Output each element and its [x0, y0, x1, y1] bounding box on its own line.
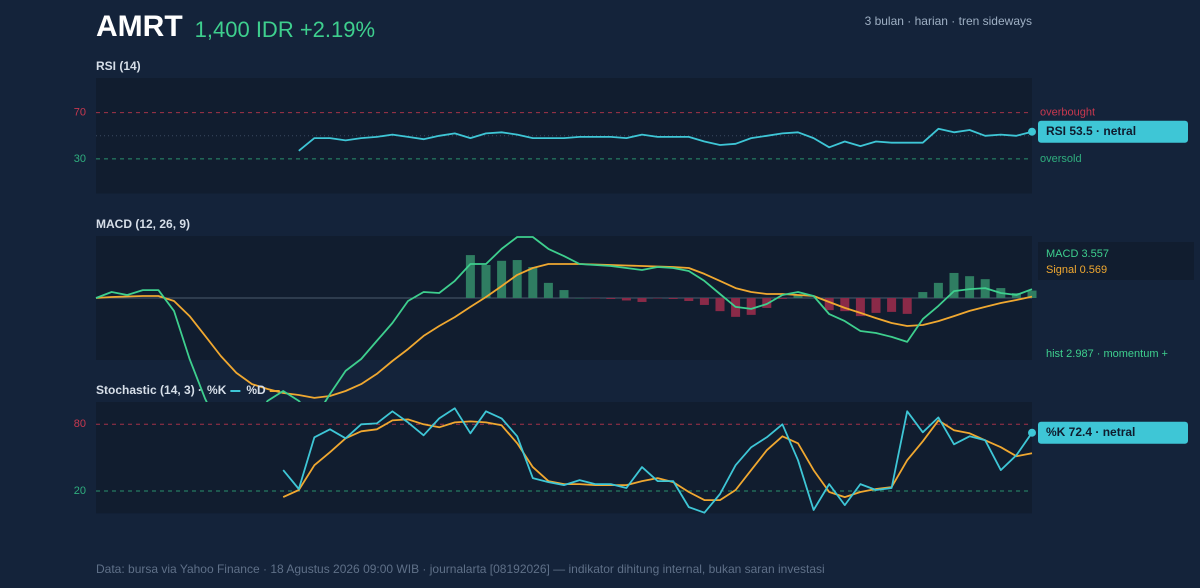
last-point — [1028, 428, 1036, 437]
footer: Data: bursa via Yahoo Finance · 18 Agust… — [96, 562, 825, 576]
hist-bar — [528, 267, 538, 298]
hist-bar — [699, 298, 709, 305]
legend-entry: %D — [246, 383, 266, 397]
panel-bg — [96, 402, 1032, 514]
hist-bar — [590, 298, 600, 299]
legend-entry: Signal 0.569 — [1046, 264, 1107, 276]
hist-bar — [887, 298, 897, 312]
hist-bar — [746, 298, 756, 315]
hist-bar — [481, 265, 491, 298]
hist-bar — [621, 298, 631, 301]
hist-bar — [918, 292, 928, 298]
y-tick-label: 70 — [74, 107, 86, 119]
hist-bar — [762, 298, 772, 308]
hist-bar — [543, 282, 553, 298]
hist-bar — [809, 298, 819, 299]
hist-bar — [933, 282, 943, 298]
legend-entry: %K — [207, 383, 227, 397]
badge-bg — [1038, 421, 1188, 444]
panel-title: RSI (14) — [96, 59, 141, 73]
hist-bar — [715, 298, 725, 312]
y-tick-label: 80 — [74, 418, 86, 430]
hist-bar — [840, 298, 850, 312]
panel-title: Stochastic (14, 3) · — [96, 383, 202, 397]
series-line — [282, 407, 1033, 514]
hist-bar — [855, 298, 865, 317]
hist-bar — [777, 298, 787, 299]
hist-bar — [793, 295, 803, 298]
y-tick-label: 30 — [74, 153, 86, 165]
threshold-note: overbought — [1040, 107, 1095, 119]
legend-entry: MACD 3.557 — [1046, 248, 1109, 260]
badge-bg — [1038, 120, 1188, 143]
hist-bar — [871, 298, 881, 313]
hist-bar — [465, 255, 475, 298]
legend-bg — [1038, 242, 1194, 280]
series-line — [282, 418, 1033, 501]
hist-bar — [824, 298, 834, 311]
hist-bar — [575, 298, 585, 299]
hist-bar — [637, 298, 647, 302]
hist-bar — [512, 260, 522, 298]
threshold-note: oversold — [1040, 153, 1082, 165]
hist-bar — [684, 298, 694, 301]
hist-bar — [965, 276, 975, 298]
hist-bar — [606, 298, 616, 299]
last-point — [1028, 127, 1036, 136]
hist-bar — [497, 260, 507, 298]
panel-title: MACD (12, 26, 9) — [96, 217, 190, 231]
badge: RSI 53.5 · netral — [1046, 124, 1136, 138]
series-line — [298, 127, 1033, 152]
hist-bar — [653, 298, 663, 299]
hist-bar — [1027, 290, 1037, 298]
series-line — [95, 263, 1033, 399]
badge: %K 72.4 · netral — [1046, 425, 1135, 439]
hist-bar — [559, 290, 569, 298]
hist-bar — [949, 272, 959, 298]
subtitle: 3 bulan · harian · tren sideways — [865, 14, 1032, 28]
ticker: AMRT — [96, 10, 183, 43]
hist-label: hist 2.987 · momentum + — [1046, 348, 1168, 360]
y-tick-label: 20 — [74, 485, 86, 497]
hist-bar — [668, 298, 678, 299]
hist-bar — [902, 298, 912, 314]
price: 1,400 IDR +2.19% — [195, 17, 375, 42]
